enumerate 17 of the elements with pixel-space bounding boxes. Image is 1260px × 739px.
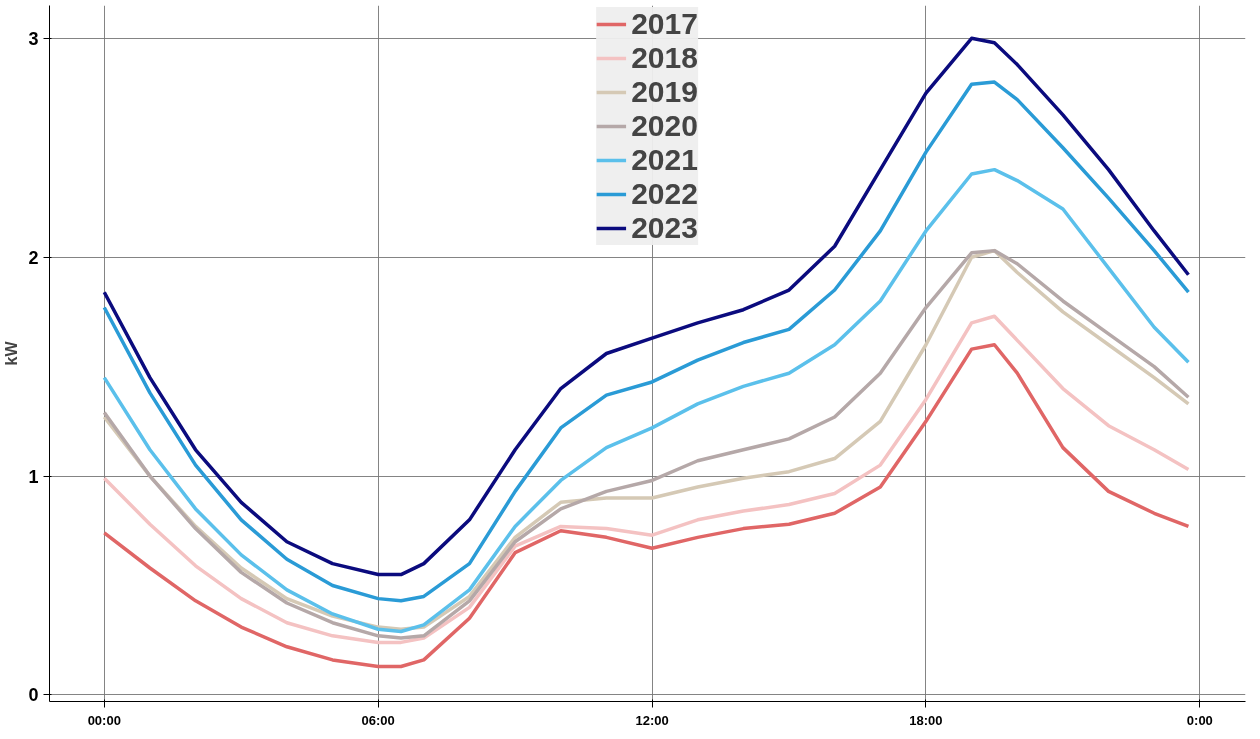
y-tick-label: 1 [28, 466, 39, 487]
legend-label: 2019 [631, 75, 698, 109]
legend-label: 2020 [631, 109, 698, 143]
x-tick-label: 18:00 [909, 712, 943, 728]
x-tick-label: 0:00 [1186, 712, 1213, 728]
y-tick-label: 0 [28, 685, 39, 706]
y-tick-label: 3 [28, 28, 39, 49]
x-tick-label: 12:00 [635, 712, 669, 728]
legend-label: 2021 [631, 143, 698, 177]
x-tick-label: 06:00 [361, 712, 395, 728]
legend-label: 2018 [631, 41, 698, 75]
legend-label: 2023 [631, 211, 698, 245]
x-tick-label: 00:00 [87, 712, 121, 728]
y-tick-label: 2 [28, 247, 39, 268]
legend-label: 2022 [631, 177, 698, 211]
legend-label: 2017 [631, 7, 698, 41]
y-axis-title: kW [3, 340, 21, 366]
